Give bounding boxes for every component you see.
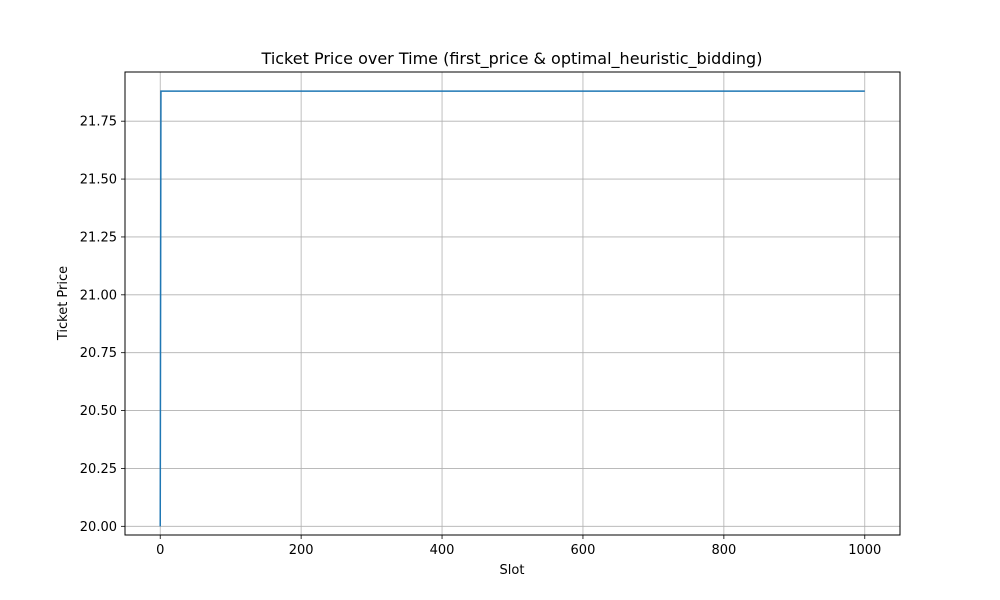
grid-lines — [125, 72, 900, 535]
x-tick-label: 0 — [156, 543, 164, 558]
y-axis-label: Ticket Price — [56, 266, 71, 341]
chart-title: Ticket Price over Time (first_price & op… — [261, 49, 763, 69]
y-tick-label: 20.75 — [80, 346, 117, 361]
y-tick-label: 21.75 — [80, 115, 117, 130]
y-tick-label: 20.25 — [80, 462, 117, 477]
x-tick-label: 1000 — [848, 543, 881, 558]
series-layer — [159, 90, 865, 527]
x-axis-label: Slot — [500, 563, 525, 578]
x-tick-label: 400 — [430, 543, 455, 558]
y-tick-label: 21.00 — [80, 288, 117, 303]
x-tick-label: 800 — [711, 543, 736, 558]
y-tick-label: 21.25 — [80, 230, 117, 245]
y-tick-label: 20.50 — [80, 404, 117, 419]
x-axis: 0 200 400 600 800 1000 — [156, 535, 881, 558]
x-tick-label: 600 — [571, 543, 596, 558]
plot-frame — [124, 71, 901, 536]
x-tick-label: 200 — [289, 543, 314, 558]
y-tick-label: 20.00 — [80, 520, 117, 535]
y-axis: 20.00 20.25 20.50 20.75 21.00 21.25 21.50 21.75 — [80, 115, 125, 535]
price-series-line — [159, 90, 865, 527]
y-tick-label: 21.50 — [80, 173, 117, 188]
